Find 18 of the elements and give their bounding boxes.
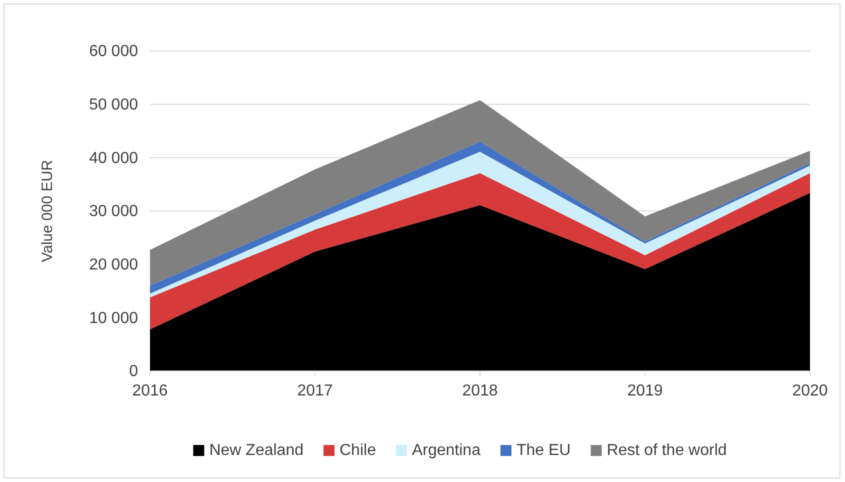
y-tick-label: 10 000 — [89, 310, 138, 327]
legend-label: New Zealand — [209, 442, 304, 459]
y-axis-title: Value 000 EUR — [39, 160, 56, 262]
y-tick-label: 60 000 — [89, 43, 138, 60]
legend-label: Chile — [340, 442, 376, 459]
x-tick-label: 2017 — [297, 382, 333, 400]
y-tick-label: 20 000 — [89, 256, 138, 274]
legend-label: The EU — [516, 442, 571, 459]
x-tick-label: 2019 — [627, 382, 663, 400]
y-tick-label: 0 — [129, 363, 138, 380]
legend-label: Rest of the world — [606, 442, 727, 459]
x-tick-label: 2018 — [462, 382, 498, 400]
y-tick-label: 50 000 — [89, 96, 138, 114]
x-tick-label: 2020 — [792, 382, 828, 400]
x-tick-label: 2016 — [132, 382, 168, 400]
y-tick-label: 30 000 — [89, 203, 138, 220]
y-tick-label: 40 000 — [89, 150, 138, 167]
legend-label: Argentina — [412, 442, 481, 459]
